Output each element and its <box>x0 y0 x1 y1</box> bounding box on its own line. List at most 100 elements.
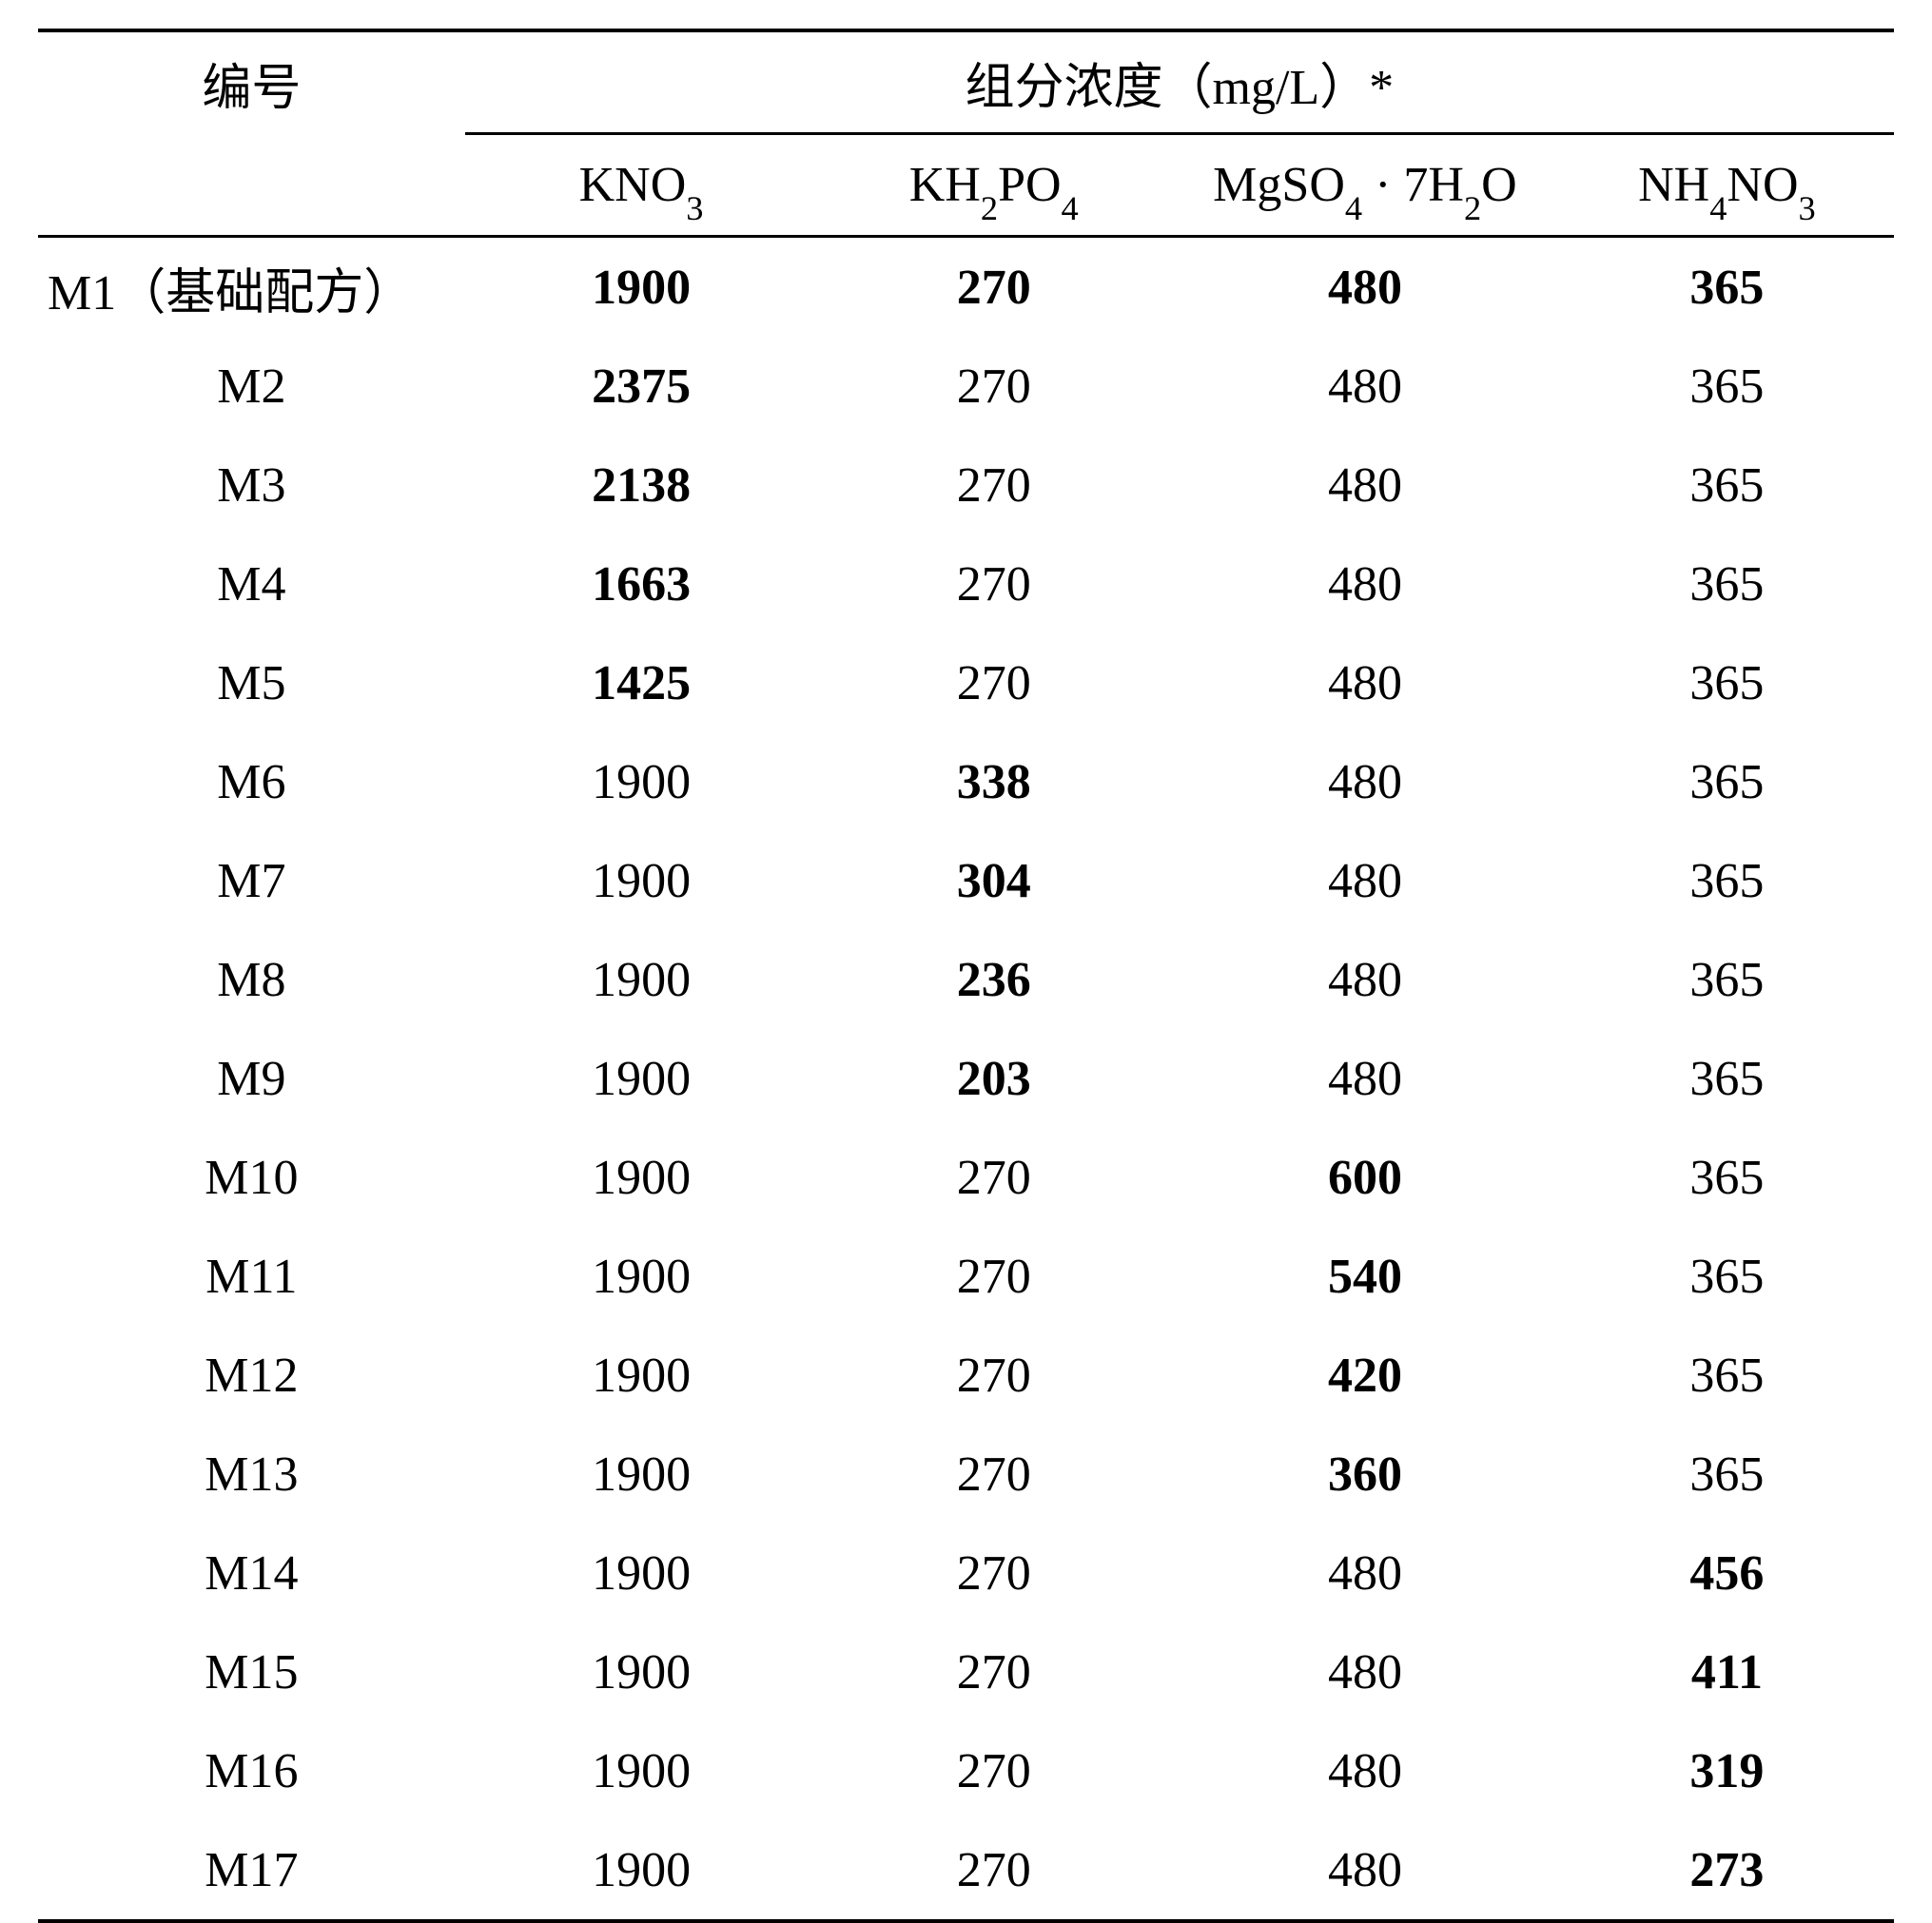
cell-kno3-value: 2375 <box>592 359 691 414</box>
cell-kno3-value: 1663 <box>592 557 691 612</box>
cell-mgso4: 480 <box>1170 1622 1560 1721</box>
cell-id-value: M14 <box>205 1546 298 1601</box>
cell-id-value: M16 <box>205 1744 298 1798</box>
cell-mgso4-value: 480 <box>1328 656 1402 710</box>
cell-kno3: 1425 <box>465 633 818 732</box>
cell-id-value: M3 <box>217 458 285 513</box>
cell-id-value: M6 <box>217 755 285 809</box>
cell-mgso4-value: 540 <box>1328 1250 1402 1304</box>
cell-kno3-value: 2138 <box>592 458 691 513</box>
cell-nh4no3: 365 <box>1560 1029 1894 1128</box>
cell-mgso4: 480 <box>1170 436 1560 534</box>
cell-mgso4-value: 480 <box>1328 854 1402 908</box>
cell-kh2po4: 270 <box>817 1820 1170 1921</box>
cell-kno3: 1900 <box>465 1820 818 1921</box>
cell-nh4no3: 365 <box>1560 1425 1894 1524</box>
cell-nh4no3-value: 365 <box>1689 953 1764 1007</box>
cell-kh2po4: 270 <box>817 633 1170 732</box>
cell-kno3-value: 1900 <box>592 755 691 809</box>
cell-kno3: 1900 <box>465 1524 818 1622</box>
mgso4-a: MgSO <box>1213 158 1345 212</box>
kh2po4-s2: 4 <box>1062 189 1079 227</box>
table-row: M51425270480365 <box>38 633 1894 732</box>
table-row: M141900270480456 <box>38 1524 1894 1622</box>
cell-kno3: 1900 <box>465 930 818 1029</box>
cell-mgso4: 480 <box>1170 930 1560 1029</box>
header-kno3: KNO3 <box>465 134 818 237</box>
cell-kh2po4-value: 304 <box>957 854 1031 908</box>
mgso4-b: O <box>1481 158 1517 212</box>
table-row: M1（基础配方）1900270480365 <box>38 237 1894 338</box>
cell-id: M16 <box>38 1721 465 1820</box>
cell-mgso4: 360 <box>1170 1425 1560 1524</box>
cell-kno3-value: 1900 <box>592 1250 691 1304</box>
cell-kh2po4: 270 <box>817 1425 1170 1524</box>
cell-nh4no3-value: 365 <box>1689 1052 1764 1106</box>
cell-mgso4-value: 480 <box>1328 1645 1402 1700</box>
table-row: M32138270480365 <box>38 436 1894 534</box>
cell-id-value: M7 <box>217 854 285 908</box>
cell-kh2po4: 270 <box>817 1128 1170 1227</box>
mgso4-s2: 2 <box>1464 189 1481 227</box>
cell-id: M8 <box>38 930 465 1029</box>
cell-mgso4-value: 480 <box>1328 261 1402 315</box>
kh2po4-a: KH <box>909 158 981 212</box>
cell-kh2po4-value: 270 <box>957 261 1031 315</box>
cell-nh4no3: 273 <box>1560 1820 1894 1921</box>
mgso4-s1: 4 <box>1345 189 1362 227</box>
cell-mgso4: 480 <box>1170 732 1560 831</box>
cell-mgso4-value: 480 <box>1328 1843 1402 1897</box>
cell-kh2po4-value: 270 <box>957 557 1031 612</box>
cell-kno3: 1663 <box>465 534 818 633</box>
cell-kh2po4-value: 270 <box>957 656 1031 710</box>
cell-kh2po4-value: 270 <box>957 1843 1031 1897</box>
cell-kno3: 1900 <box>465 1128 818 1227</box>
cell-mgso4: 480 <box>1170 237 1560 338</box>
cell-nh4no3-value: 365 <box>1689 1250 1764 1304</box>
cell-kh2po4-value: 270 <box>957 359 1031 414</box>
cell-kh2po4-value: 270 <box>957 1349 1031 1403</box>
cell-nh4no3: 365 <box>1560 831 1894 930</box>
cell-kh2po4: 270 <box>817 1326 1170 1425</box>
cell-kh2po4: 270 <box>817 1721 1170 1820</box>
cell-nh4no3-value: 319 <box>1689 1744 1764 1798</box>
cell-nh4no3: 365 <box>1560 1128 1894 1227</box>
cell-mgso4-value: 480 <box>1328 1744 1402 1798</box>
cell-kh2po4-value: 270 <box>957 1250 1031 1304</box>
table-row: M41663270480365 <box>38 534 1894 633</box>
cell-kh2po4: 270 <box>817 436 1170 534</box>
header-kh2po4: KH2PO4 <box>817 134 1170 237</box>
kno3-sub: 3 <box>686 189 703 227</box>
cell-kno3-value: 1900 <box>592 1052 691 1106</box>
table-row: M121900270420365 <box>38 1326 1894 1425</box>
cell-mgso4-value: 480 <box>1328 755 1402 809</box>
cell-mgso4-value: 600 <box>1328 1151 1402 1205</box>
table-row: M111900270540365 <box>38 1227 1894 1326</box>
cell-nh4no3: 365 <box>1560 732 1894 831</box>
cell-nh4no3-value: 456 <box>1689 1546 1764 1601</box>
cell-kh2po4-value: 203 <box>957 1052 1031 1106</box>
table-row: M151900270480411 <box>38 1622 1894 1721</box>
cell-kh2po4: 270 <box>817 1227 1170 1326</box>
table-body: 编号 组分浓度（mg/L）* KNO3 KH2PO4 MgSO4 · 7H2O … <box>38 30 1894 1921</box>
cell-nh4no3: 365 <box>1560 633 1894 732</box>
cell-kh2po4-value: 270 <box>957 1151 1031 1205</box>
cell-nh4no3-value: 365 <box>1689 359 1764 414</box>
cell-id-value: M12 <box>205 1349 298 1403</box>
cell-mgso4: 420 <box>1170 1326 1560 1425</box>
cell-nh4no3-value: 365 <box>1689 1151 1764 1205</box>
cell-kh2po4: 270 <box>817 534 1170 633</box>
cell-id: M3 <box>38 436 465 534</box>
cell-nh4no3-value: 365 <box>1689 755 1764 809</box>
cell-nh4no3-value: 365 <box>1689 1447 1764 1502</box>
nh4no3-a: NH <box>1638 158 1709 212</box>
cell-mgso4: 480 <box>1170 633 1560 732</box>
cell-id-value: M15 <box>205 1645 298 1700</box>
nh4no3-s1: 4 <box>1709 189 1727 227</box>
cell-mgso4: 480 <box>1170 1029 1560 1128</box>
kh2po4-b: PO <box>998 158 1061 212</box>
cell-id: M7 <box>38 831 465 930</box>
cell-mgso4: 480 <box>1170 1721 1560 1820</box>
cell-id: M9 <box>38 1029 465 1128</box>
table-row: M171900270480273 <box>38 1820 1894 1921</box>
